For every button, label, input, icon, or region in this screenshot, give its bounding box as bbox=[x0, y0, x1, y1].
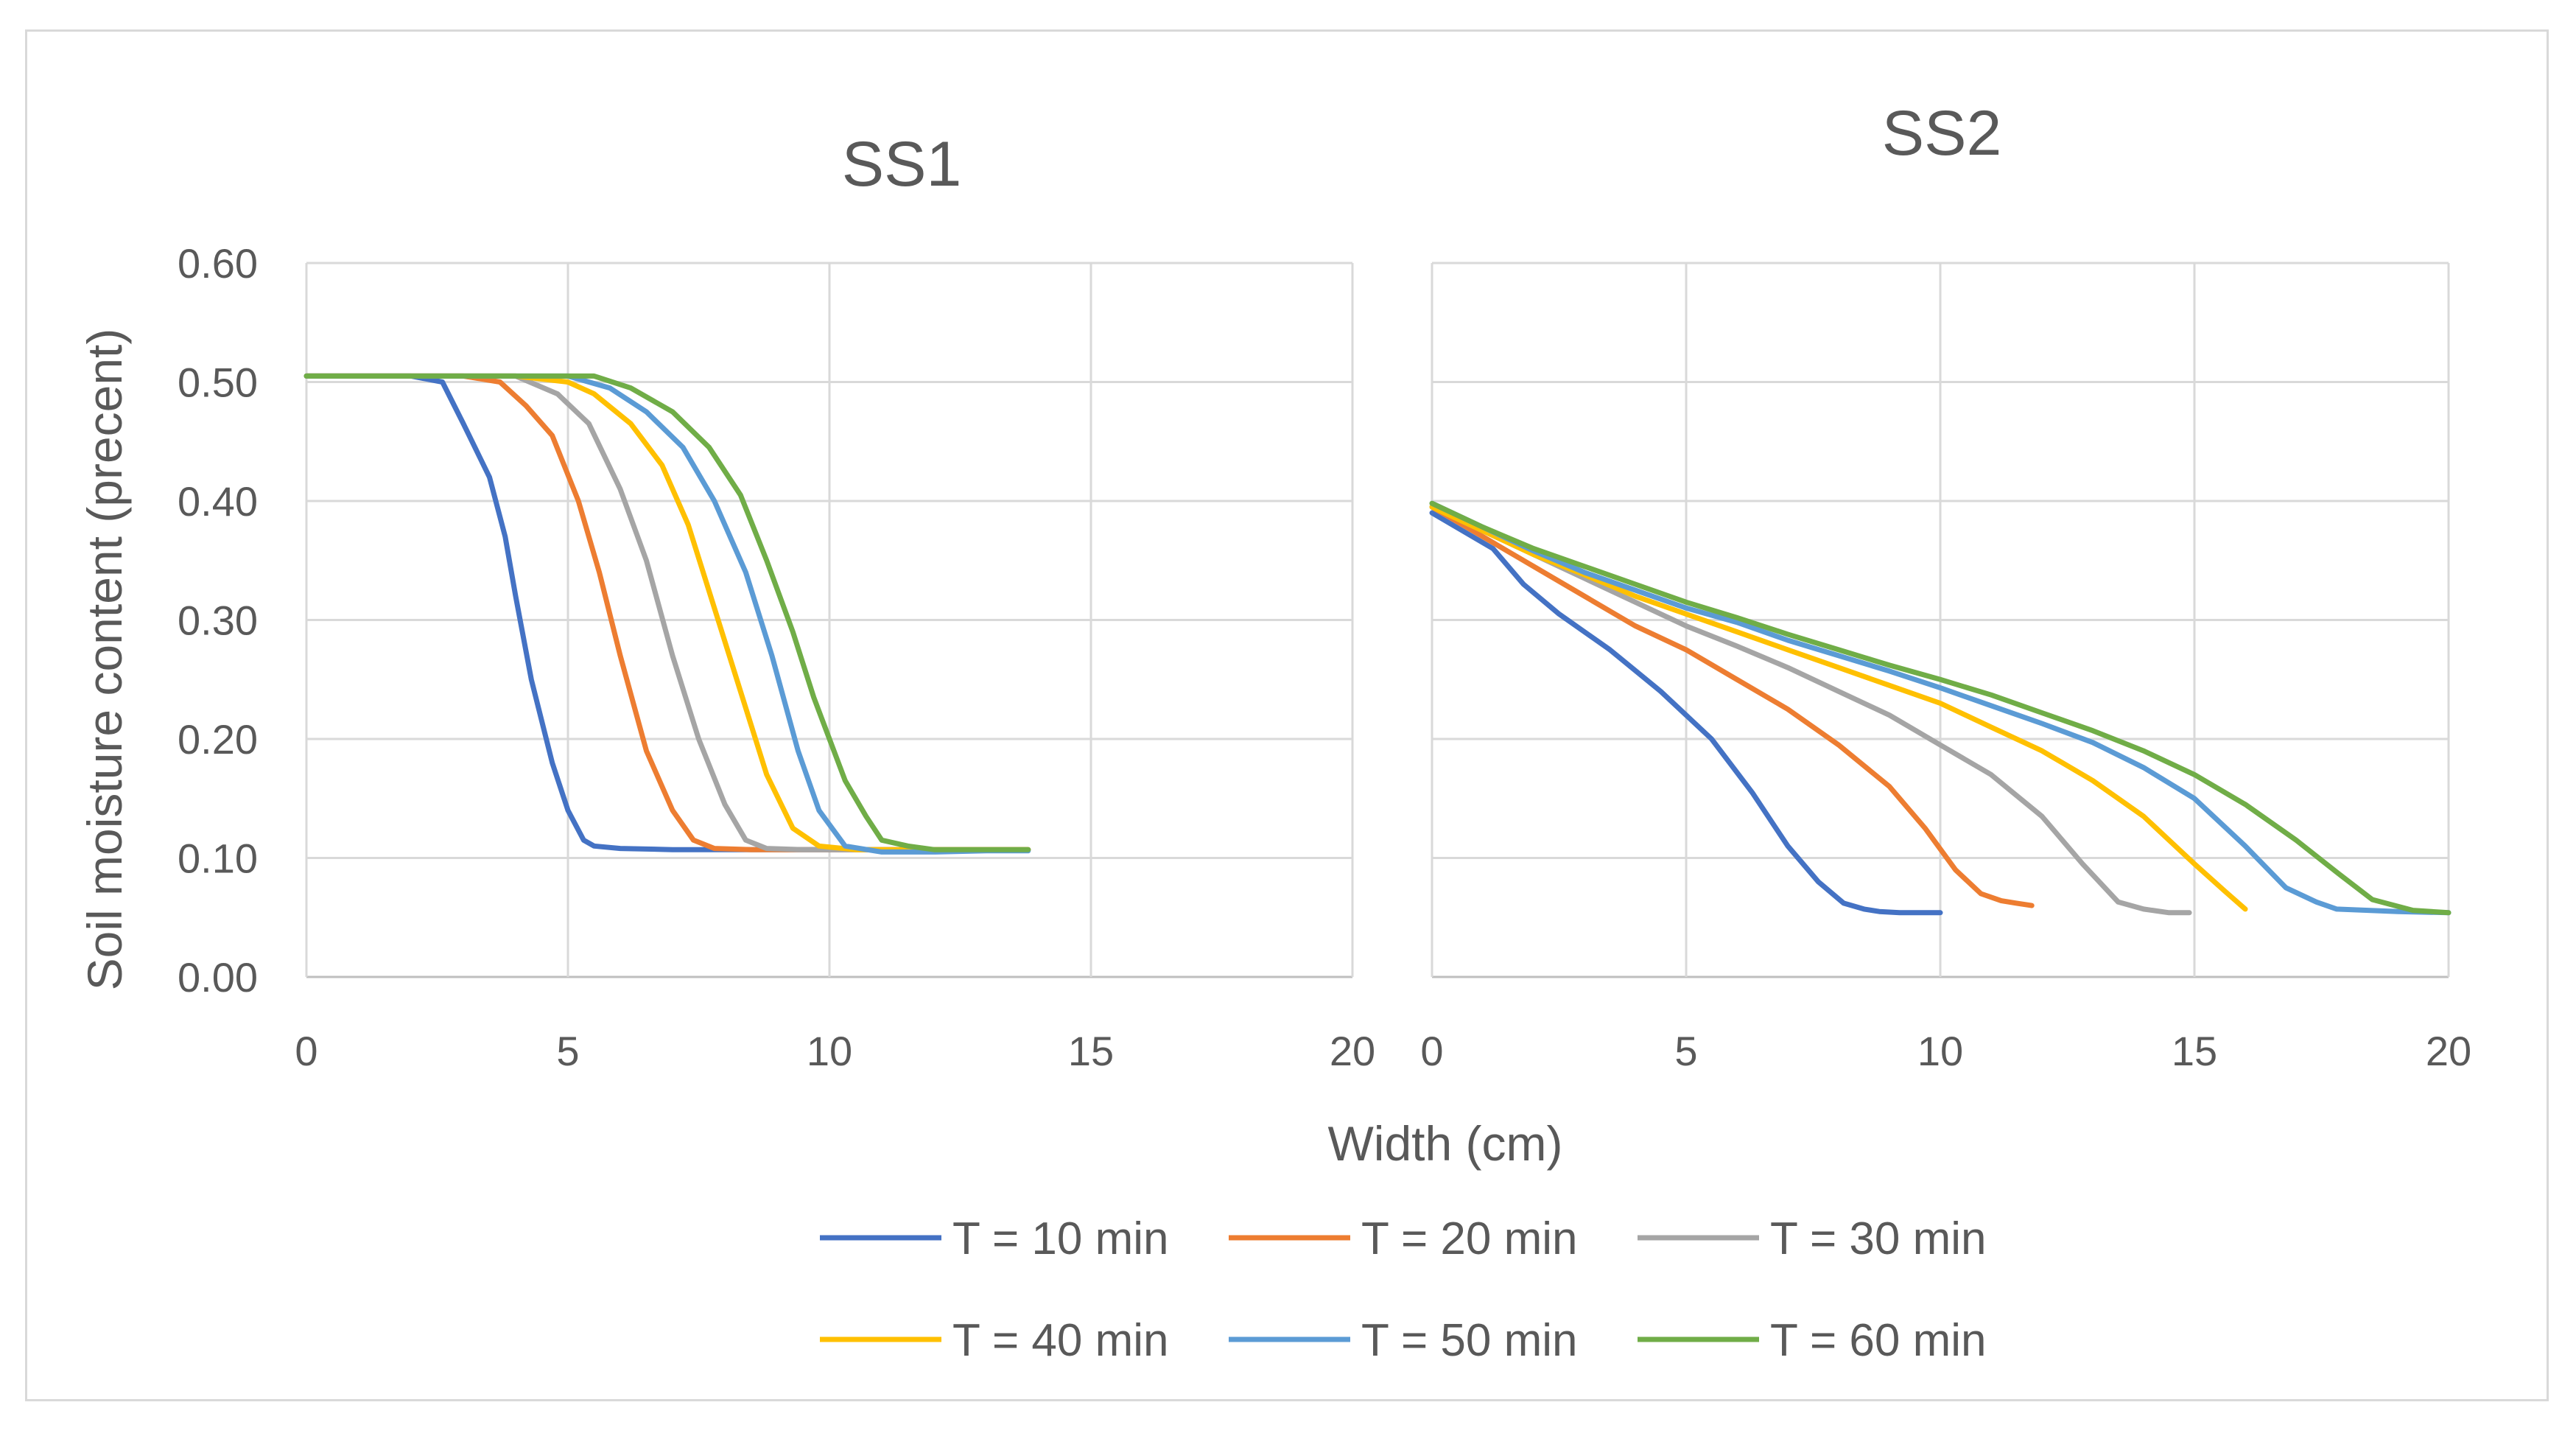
legend-label: T = 40 min bbox=[952, 1315, 1169, 1366]
series-line-ss1-t60 bbox=[303, 373, 1031, 852]
y-tick-label: 0.20 bbox=[178, 716, 258, 763]
x-tick-label: 15 bbox=[2172, 1028, 2217, 1074]
series-line-ss1-t10 bbox=[303, 373, 1031, 852]
legend-item-t10: T = 10 min bbox=[820, 1213, 1169, 1264]
x-axis-title: Width (cm) bbox=[1328, 1116, 1563, 1171]
y-tick-label: 0.50 bbox=[178, 360, 258, 406]
panel-ss1: 0 5 10 15 20 0.00 0.10 0.20 0.30 0.40 0.50 0.60 SS1 bbox=[178, 129, 1375, 1074]
x-tick-label: 5 bbox=[556, 1028, 579, 1074]
legend-label: T = 20 min bbox=[1361, 1213, 1578, 1264]
chart-frame bbox=[25, 29, 2549, 1401]
x-tick-label: 5 bbox=[1674, 1028, 1697, 1074]
series-line-ss2-t40 bbox=[1429, 504, 2248, 912]
legend-label: T = 30 min bbox=[1770, 1213, 1987, 1264]
legend-label: T = 50 min bbox=[1361, 1315, 1578, 1366]
legend-item-t50: T = 50 min bbox=[1229, 1315, 1578, 1366]
y-tick-label: 0.00 bbox=[178, 954, 258, 1001]
series-line-ss2-t10 bbox=[1429, 510, 1943, 916]
legend-label: T = 60 min bbox=[1770, 1315, 1987, 1366]
series-line-ss2-t20 bbox=[1429, 504, 2035, 908]
legend-item-t40: T = 40 min bbox=[820, 1315, 1169, 1366]
series-line-ss1-t40 bbox=[303, 373, 1031, 852]
x-tick-label: 20 bbox=[2426, 1028, 2471, 1074]
x-tick-label: 20 bbox=[1330, 1028, 1375, 1074]
legend: T = 10 min T = 20 min T = 30 min T = 40 min… bbox=[820, 1213, 1987, 1366]
x-tick-label: 15 bbox=[1068, 1028, 1114, 1074]
series-line-ss1-t30 bbox=[303, 373, 1031, 852]
y-tick-label: 0.60 bbox=[178, 240, 258, 287]
chart-title: SS1 bbox=[842, 129, 962, 200]
y-axis-title: Soil moisture content (precent) bbox=[77, 329, 132, 991]
series-line-ss1-t20 bbox=[303, 373, 1031, 852]
y-tick-label: 0.10 bbox=[178, 835, 258, 882]
chart-title: SS2 bbox=[1882, 98, 2002, 169]
x-tick-label: 10 bbox=[807, 1028, 852, 1074]
panel-ss2: 0 5 10 15 20 SS2 bbox=[1420, 98, 2471, 1074]
series-line-ss1-t50 bbox=[303, 373, 1031, 855]
x-tick-label: 0 bbox=[1420, 1028, 1443, 1074]
x-tick-label: 0 bbox=[295, 1028, 317, 1074]
series-line-ss2-t50 bbox=[1429, 500, 2452, 916]
legend-label: T = 10 min bbox=[952, 1213, 1169, 1264]
x-tick-label: 10 bbox=[1917, 1028, 1963, 1074]
series-line-ss2-t60 bbox=[1429, 500, 2452, 916]
legend-item-t20: T = 20 min bbox=[1229, 1213, 1578, 1264]
legend-item-t60: T = 60 min bbox=[1638, 1315, 1987, 1366]
y-tick-label: 0.30 bbox=[178, 598, 258, 644]
y-tick-label: 0.40 bbox=[178, 478, 258, 525]
legend-item-t30: T = 30 min bbox=[1638, 1213, 1987, 1264]
series-line-ss2-t30 bbox=[1429, 504, 2192, 916]
